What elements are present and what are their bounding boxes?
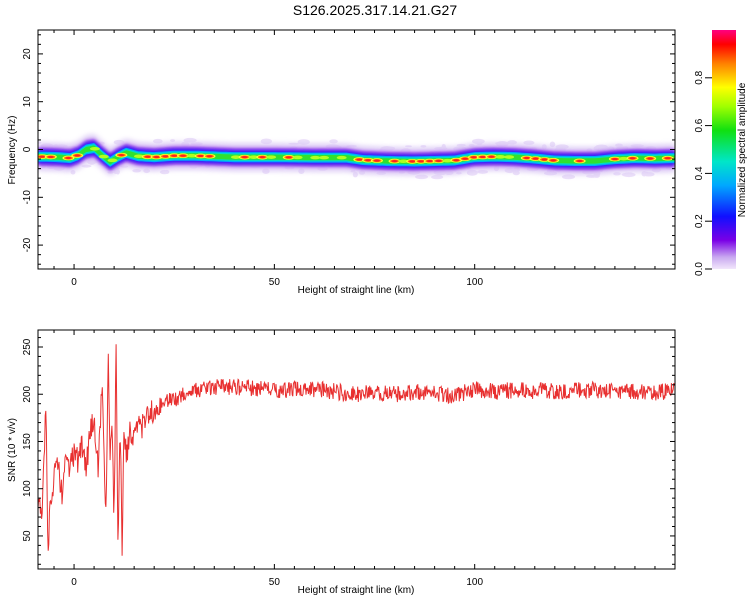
snr-x-tick-label: 0 (71, 577, 77, 588)
chart-title: S126.2025.317.14.21.G27 (292, 2, 458, 18)
snr-y-tick-label: 200 (22, 385, 33, 402)
colorbar-label: Normalized spectral amplitude (737, 82, 748, 217)
snr-x-tick-label: 50 (269, 577, 281, 588)
spectrogram-y-tick-label: 10 (22, 96, 33, 108)
colorbar-tick-label: 0.4 (694, 166, 705, 180)
colorbar-gradient (712, 30, 736, 269)
colorbar-tick-label: 0.2 (694, 214, 705, 228)
spectrogram-y-tick-label: -10 (22, 190, 33, 205)
spectrogram-y-tick-label: 20 (22, 48, 33, 60)
spectrogram-x-tick-label: 50 (269, 277, 281, 288)
spectrogram-y-tick-label: -20 (22, 237, 33, 252)
spectrogram-x-tick-label: 0 (71, 277, 77, 288)
snr-panel: 0 50 100 50 100 150 200 250 Height of straight… (7, 329, 676, 596)
snr-series-line (38, 344, 675, 556)
spectrogram-x-tick-label: 100 (466, 277, 483, 288)
snr-x-tick-label: 100 (466, 577, 483, 588)
snr-y-tick-label: 50 (22, 530, 33, 542)
colorbar: 0.0 0.2 0.4 0.6 0.8 Normalized spectral ampl… (694, 30, 748, 276)
snr-y-tick-label: 250 (22, 338, 33, 355)
spectrogram-peak-cores (38, 146, 674, 164)
snr-y-tick-label: 150 (22, 433, 33, 450)
spectrogram-x-axis-label: Height of straight line (km) (298, 285, 415, 296)
snr-x-axis-label: Height of straight line (km) (298, 585, 415, 596)
snr-y-tick-label: 100 (22, 480, 33, 497)
colorbar-tick-label: 0.6 (694, 118, 705, 132)
colorbar-tick-label: 0.0 (694, 262, 705, 276)
colorbar-tick-label: 0.8 (694, 70, 705, 84)
spectrogram-panel: 0 50 100 -20 -10 0 10 20 Height of straight li… (7, 29, 676, 296)
snr-y-axis-label: SNR (10 * v/v) (7, 418, 18, 482)
spectrogram-y-axis-label: Frequency (Hz) (7, 116, 18, 185)
spectrogram-y-tick-label: 0 (22, 146, 33, 152)
spectrogram-band-layer (38, 144, 675, 166)
spectrogram-band-layer (38, 145, 675, 165)
spectrogram-heatmap (38, 133, 675, 180)
